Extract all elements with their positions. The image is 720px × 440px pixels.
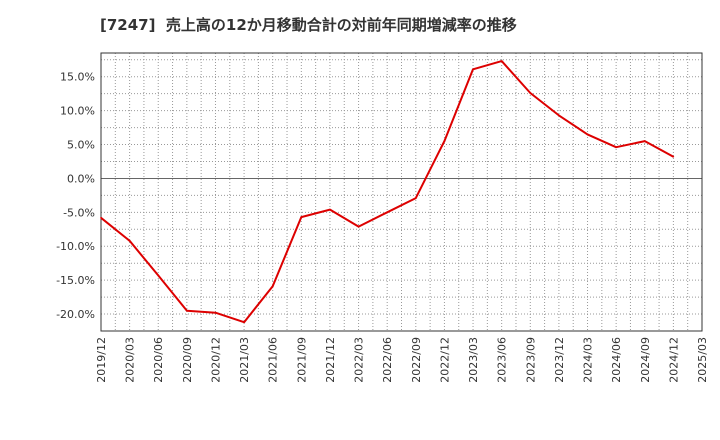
x-tick-label: 2020/03: [124, 337, 137, 383]
data-point: [443, 140, 446, 142]
y-tick-label: 10.0%: [60, 105, 95, 118]
x-tick-label: 2022/12: [438, 337, 451, 383]
y-tick-label: -20.0%: [56, 308, 95, 321]
data-point: [271, 285, 274, 288]
x-tick-label: 2020/09: [181, 337, 194, 383]
data-point: [128, 240, 131, 242]
x-tick-label: 2021/12: [324, 337, 337, 383]
y-tick-label: 0.0%: [67, 172, 95, 185]
data-point: [300, 216, 303, 218]
x-tick-label: 2021/09: [295, 337, 308, 383]
series-layer: [100, 60, 675, 324]
x-tick-label: 2020/12: [209, 337, 222, 383]
y-tick-labels: 15.0% 10.0% 5.0% 0.0% -5.0% -10.0% -15.0% -20.0…: [56, 71, 95, 321]
x-tick-label: 2025/03: [696, 337, 709, 383]
x-tick-label: 2024/12: [667, 337, 680, 383]
data-point: [672, 155, 675, 158]
data-point: [157, 274, 160, 277]
y-tick-label: -10.0%: [56, 240, 95, 253]
x-tick-label: 2024/03: [582, 337, 595, 383]
y-tick-label: -15.0%: [56, 274, 95, 287]
data-point: [415, 197, 417, 199]
data-point: [329, 208, 331, 211]
plot-frame: [100, 52, 703, 332]
data-point: [472, 68, 474, 71]
y-tick-label: 15.0%: [60, 71, 95, 84]
x-tick-labels: 2019/12 2020/03 2020/06 2020/09 2020/12 2021/…: [95, 337, 709, 383]
x-tick-label: 2023/12: [553, 337, 566, 383]
plot-frame-layer: [100, 52, 703, 332]
x-tick-label: 2019/12: [95, 337, 108, 383]
y-tick-label: 5.0%: [67, 139, 95, 152]
data-point: [643, 140, 646, 142]
x-tick-label: 2022/09: [410, 337, 423, 383]
grid-layer: [100, 53, 703, 332]
x-tick-label: 2021/03: [238, 337, 251, 383]
x-tick-label: 2021/06: [267, 337, 280, 383]
data-point: [243, 321, 245, 323]
data-point: [357, 225, 360, 228]
data-point: [615, 146, 617, 149]
data-point: [500, 60, 503, 62]
x-tick-label: 2022/03: [353, 337, 366, 383]
data-point: [386, 211, 388, 214]
data-point: [529, 92, 532, 94]
data-point: [558, 114, 560, 117]
data-point: [100, 216, 102, 219]
data-point: [586, 133, 589, 136]
data-point: [214, 311, 217, 314]
x-tick-label: 2024/09: [639, 337, 652, 383]
y-tick-label: -5.0%: [63, 206, 95, 219]
x-tick-label: 2022/06: [381, 337, 394, 383]
x-tick-label: 2024/06: [610, 337, 623, 383]
x-tick-label: 2023/09: [524, 337, 537, 383]
x-tick-label: 2020/06: [152, 337, 165, 383]
data-point: [186, 309, 188, 312]
x-tick-label: 2023/03: [467, 337, 480, 383]
chart-title: [7247] 売上高の12か月移動合計の対前年同期増減率の推移: [100, 16, 517, 34]
x-tick-label: 2023/06: [496, 337, 509, 383]
